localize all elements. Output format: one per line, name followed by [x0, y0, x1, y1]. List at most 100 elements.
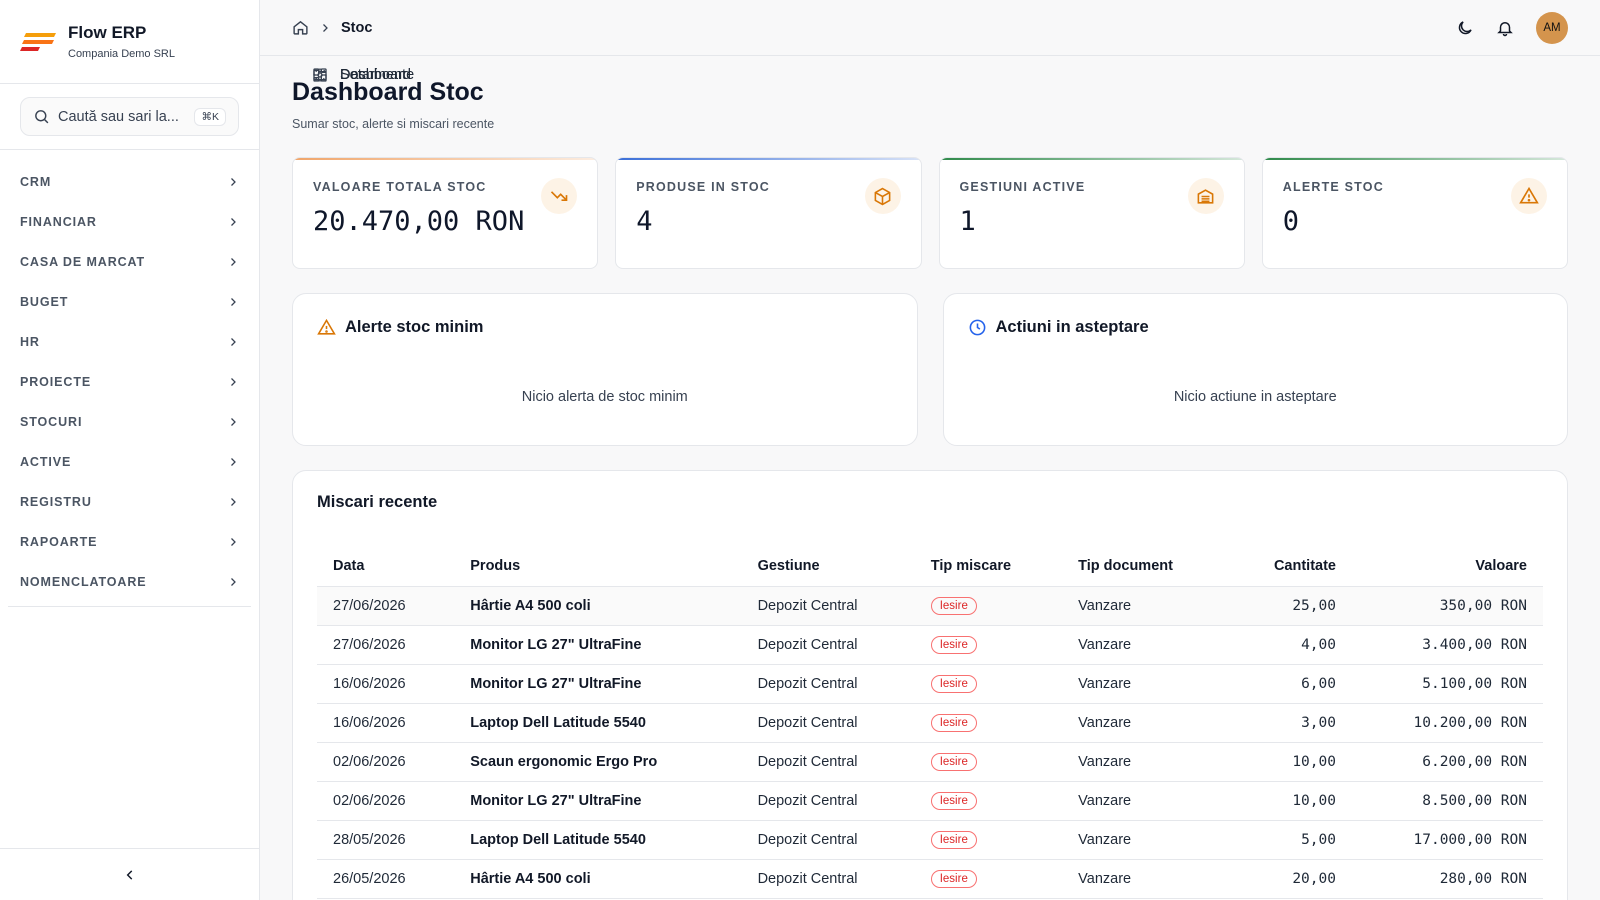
table-row[interactable]: 16/06/2026 Laptop Dell Latitude 5540 Depoz…	[317, 703, 1543, 743]
main-content: Dashboard Stoc Sumar stoc, alerte si mis…	[292, 56, 1568, 900]
status-badge: Iesire	[930, 596, 977, 615]
collapse-sidebar-button[interactable]	[0, 848, 259, 900]
sidebar-item-label: Documente	[340, 67, 415, 83]
brand[interactable]: Flow ERP Compania Demo SRL	[0, 0, 259, 84]
table-cell: 10,00	[1228, 781, 1352, 821]
home-icon[interactable]	[292, 19, 309, 36]
stat-card: PRODUSE IN STOC 4	[615, 157, 922, 269]
table-row[interactable]: 26/05/2026 Hârtie A4 500 coli Depozit Cent…	[317, 859, 1543, 899]
table-cell: 26/05/2026	[317, 859, 455, 899]
table-row[interactable]: 27/06/2026 Monitor LG 27" UltraFine Depozi…	[317, 625, 1543, 665]
sidebar-group-hr[interactable]: HR	[0, 322, 259, 362]
sidebar-item-settings[interactable]: Setari	[292, 56, 1568, 94]
stats-row: VALOARE TOTALA STOC 20.470,00 RON PRODUSE …	[292, 157, 1568, 269]
table-cell: Depozit Central	[741, 820, 915, 860]
chevron-right-icon	[231, 378, 236, 386]
sidebar-nav: Dashboard CRM FINANCIAR CASA DE MARCAT BUGE…	[0, 67, 414, 607]
sidebar-group-buget[interactable]: BUGET	[0, 282, 259, 322]
table-cell: Vanzare	[1062, 859, 1229, 899]
table-row[interactable]: 16/06/2026 Monitor LG 27" UltraFine Depozi…	[317, 664, 1543, 704]
avatar[interactable]: AM	[1536, 11, 1568, 44]
column-header[interactable]: Tip miscare	[914, 546, 1063, 587]
stat-value: 20.470,00 RON	[313, 206, 525, 237]
table-cell: 27/06/2026	[317, 586, 455, 626]
table-row[interactable]: 27/06/2026 Hârtie A4 500 coli Depozit Cent…	[317, 586, 1543, 626]
column-header[interactable]: Data	[317, 546, 455, 587]
table-cell: 10.200,00 RON	[1351, 703, 1543, 743]
table-cell: 27/06/2026	[317, 625, 455, 665]
chevron-right-icon	[231, 578, 236, 586]
clock-icon	[969, 319, 985, 336]
stat-label: VALOARE TOTALA STOC	[313, 180, 487, 194]
sidebar-group-crm[interactable]: CRM	[0, 162, 259, 202]
table-cell: Iesire	[914, 820, 1063, 860]
table-cell: Monitor LG 27" UltraFine	[454, 625, 742, 665]
stat-accent-bar	[293, 158, 598, 160]
table-cell: Iesire	[914, 859, 1063, 899]
sidebar-group-proiecte[interactable]: PROIECTE	[0, 362, 259, 402]
table-cell: 16/06/2026	[317, 703, 455, 743]
chevron-right-icon	[231, 498, 236, 506]
table-cell: Iesire	[914, 742, 1063, 782]
status-badge: Iesire	[930, 830, 977, 849]
table-cell: Depozit Central	[741, 664, 915, 704]
table-row[interactable]: 02/06/2026 Scaun ergonomic Ergo Pro Depozi…	[317, 742, 1543, 782]
sidebar-group-rapoarte[interactable]: RAPOARTE	[0, 522, 259, 562]
sidebar-group-registru[interactable]: REGISTRU	[0, 482, 259, 522]
column-header[interactable]: Tip document	[1062, 546, 1229, 587]
table-cell: Vanzare	[1062, 742, 1229, 782]
stat-accent-bar	[939, 158, 1244, 160]
stat-label: ALERTE STOC	[1282, 180, 1384, 194]
movements-table: Data Produs Gestiune Tip miscare Tip documen…	[317, 546, 1543, 899]
table-cell: Hârtie A4 500 coli	[454, 586, 742, 626]
search-input[interactable]: Caută sau sari la... ⌘K	[20, 97, 239, 136]
table-cell: Monitor LG 27" UltraFine	[454, 781, 742, 821]
sidebar-item-label: Dashboard	[340, 67, 411, 83]
table-cell: Depozit Central	[741, 586, 915, 626]
table-cell: Iesire	[914, 703, 1063, 743]
sidebar-group-casa-de-marcat[interactable]: CASA DE MARCAT	[0, 242, 259, 282]
sidebar-group-label: FINANCIAR	[20, 215, 97, 229]
sidebar-item-documents[interactable]: Documente	[292, 56, 1568, 94]
moon-icon[interactable]	[1456, 19, 1474, 37]
table-row[interactable]: 28/05/2026 Laptop Dell Latitude 5540 Depoz…	[317, 820, 1543, 860]
sidebar-group-label: HR	[20, 335, 40, 349]
sidebar-group-nomenclatoare[interactable]: NOMENCLATOARE	[0, 562, 259, 602]
panel-title: Miscari recente	[317, 493, 438, 511]
sidebar-group-financiar[interactable]: FINANCIAR	[0, 202, 259, 242]
search-icon	[35, 110, 49, 124]
table-cell: 3,00	[1228, 703, 1352, 743]
sidebar-group-stocuri[interactable]: STOCURI	[0, 402, 259, 442]
column-header[interactable]: Produs	[454, 546, 742, 587]
sidebar-group-label: CRM	[20, 175, 52, 189]
sidebar-group-label: STOCURI	[20, 415, 83, 429]
bell-icon[interactable]	[1496, 19, 1514, 37]
sidebar-group-label: RAPOARTE	[20, 535, 98, 549]
table-cell: Hârtie A4 500 coli	[454, 859, 742, 899]
table-row[interactable]: 02/06/2026 Monitor LG 27" UltraFine Depozi…	[317, 781, 1543, 821]
table-cell: 5.100,00 RON	[1351, 664, 1543, 704]
table-cell: Laptop Dell Latitude 5540	[454, 820, 742, 860]
table-cell: 4,00	[1228, 625, 1352, 665]
table-cell: 280,00 RON	[1351, 859, 1543, 899]
chevron-right-icon	[231, 338, 236, 346]
table-cell: Vanzare	[1062, 703, 1229, 743]
table-cell: Laptop Dell Latitude 5540	[454, 703, 742, 743]
page-title: Dashboard Stoc	[292, 78, 484, 106]
column-header[interactable]: Valoare	[1351, 546, 1543, 587]
breadcrumb: Stoc	[292, 19, 372, 36]
sidebar-group-label: NOMENCLATOARE	[20, 575, 147, 589]
trending-down-icon	[541, 178, 578, 214]
chevron-right-icon	[231, 538, 236, 546]
gear-icon	[313, 68, 327, 82]
table-cell: Iesire	[914, 781, 1063, 821]
table-cell: 02/06/2026	[317, 781, 455, 821]
column-header[interactable]: Cantitate	[1228, 546, 1352, 587]
chevron-right-icon	[231, 178, 236, 186]
column-header[interactable]: Gestiune	[741, 546, 915, 587]
table-cell: Scaun ergonomic Ergo Pro	[454, 742, 742, 782]
sidebar-group-active[interactable]: ACTIVE	[0, 442, 259, 482]
table-cell: 25,00	[1228, 586, 1352, 626]
page-subtitle: Sumar stoc, alerte si miscari recente	[292, 117, 495, 131]
pending-actions-panel: Actiuni in asteptare Nicio actiune in as…	[942, 293, 1568, 446]
